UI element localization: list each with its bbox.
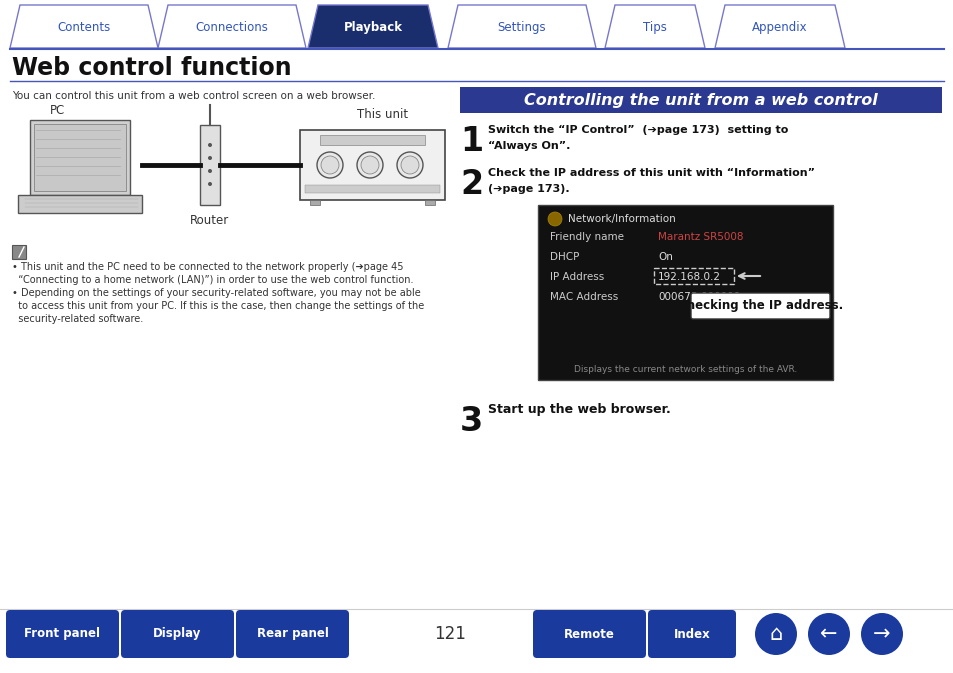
Text: 3: 3 <box>459 405 483 438</box>
FancyBboxPatch shape <box>533 610 645 658</box>
Bar <box>34 124 126 191</box>
Text: Marantz SR5008: Marantz SR5008 <box>658 232 742 242</box>
Polygon shape <box>10 5 158 48</box>
Text: This unit: This unit <box>356 108 408 122</box>
Text: Index: Index <box>673 627 710 641</box>
Text: Friendly name: Friendly name <box>550 232 623 242</box>
Circle shape <box>208 156 212 160</box>
Text: ←: ← <box>820 624 837 644</box>
Text: Rear panel: Rear panel <box>256 627 328 641</box>
Text: Playback: Playback <box>343 21 402 34</box>
Circle shape <box>208 143 212 147</box>
FancyBboxPatch shape <box>690 293 829 319</box>
Text: Start up the web browser.: Start up the web browser. <box>488 404 670 417</box>
Circle shape <box>861 613 902 655</box>
Text: Displays the current network settings of the AVR.: Displays the current network settings of… <box>574 365 797 374</box>
Text: • This unit and the PC need to be connected to the network properly (➔page 45: • This unit and the PC need to be connec… <box>12 262 403 272</box>
Text: ⌂: ⌂ <box>768 624 781 644</box>
Text: 1: 1 <box>459 125 482 158</box>
Text: Checking the IP address.: Checking the IP address. <box>678 299 842 312</box>
Text: Check the IP address of this unit with “Information”: Check the IP address of this unit with “… <box>488 168 814 178</box>
Text: 192.168.0.2: 192.168.0.2 <box>658 272 720 282</box>
Text: Network/Information: Network/Information <box>567 214 675 224</box>
Polygon shape <box>158 5 306 48</box>
Text: Tips: Tips <box>642 21 666 34</box>
Bar <box>305 185 439 193</box>
Text: Contents: Contents <box>57 21 111 34</box>
Polygon shape <box>308 5 437 48</box>
Text: Web control function: Web control function <box>12 56 292 80</box>
FancyBboxPatch shape <box>647 610 735 658</box>
Bar <box>18 195 142 213</box>
Text: 2: 2 <box>459 168 482 201</box>
Text: 000678-000000: 000678-000000 <box>658 292 740 302</box>
Text: • Depending on the settings of your security-related software, you may not be ab: • Depending on the settings of your secu… <box>12 288 420 298</box>
Circle shape <box>754 613 796 655</box>
Polygon shape <box>604 5 704 48</box>
Text: Front panel: Front panel <box>25 627 100 641</box>
Bar <box>200 125 220 205</box>
Bar <box>299 130 444 200</box>
Text: Settings: Settings <box>497 21 546 34</box>
Text: DHCP: DHCP <box>550 252 578 262</box>
Text: PC: PC <box>50 104 65 116</box>
Circle shape <box>547 212 561 226</box>
Circle shape <box>320 156 338 174</box>
FancyBboxPatch shape <box>121 610 233 658</box>
Bar <box>537 205 832 380</box>
Text: (➔page 173).: (➔page 173). <box>488 184 569 194</box>
Bar <box>459 87 941 113</box>
Polygon shape <box>714 5 844 48</box>
Text: Remote: Remote <box>563 627 615 641</box>
Circle shape <box>807 613 849 655</box>
Text: Connections: Connections <box>195 21 268 34</box>
Text: IP Address: IP Address <box>550 272 603 282</box>
Polygon shape <box>448 5 596 48</box>
Circle shape <box>400 156 418 174</box>
Bar <box>30 120 130 195</box>
Bar <box>12 245 26 259</box>
Text: On: On <box>658 252 672 262</box>
Text: Appendix: Appendix <box>751 21 807 34</box>
Bar <box>424 200 435 205</box>
Circle shape <box>356 152 382 178</box>
Text: Switch the “IP Control”  (➔page 173)  setting to: Switch the “IP Control” (➔page 173) sett… <box>488 125 787 135</box>
Circle shape <box>316 152 343 178</box>
Text: to access this unit from your PC. If this is the case, then change the settings : to access this unit from your PC. If thi… <box>12 301 424 311</box>
Circle shape <box>208 182 212 186</box>
Bar <box>319 135 424 145</box>
FancyBboxPatch shape <box>235 610 349 658</box>
Text: →: → <box>872 624 890 644</box>
Text: Display: Display <box>153 627 201 641</box>
Bar <box>310 200 319 205</box>
Text: “Always On”.: “Always On”. <box>488 141 570 151</box>
FancyBboxPatch shape <box>6 610 119 658</box>
Circle shape <box>208 169 212 173</box>
Circle shape <box>396 152 422 178</box>
Text: security-related software.: security-related software. <box>12 314 143 324</box>
Text: MAC Address: MAC Address <box>550 292 618 302</box>
Bar <box>654 268 733 284</box>
Text: You can control this unit from a web control screen on a web browser.: You can control this unit from a web con… <box>12 91 375 101</box>
Text: Controlling the unit from a web control: Controlling the unit from a web control <box>523 92 877 108</box>
Text: Router: Router <box>191 213 230 227</box>
Text: 121: 121 <box>434 625 465 643</box>
Text: “Connecting to a home network (LAN)”) in order to use the web control function.: “Connecting to a home network (LAN)”) in… <box>12 275 413 285</box>
Circle shape <box>360 156 378 174</box>
